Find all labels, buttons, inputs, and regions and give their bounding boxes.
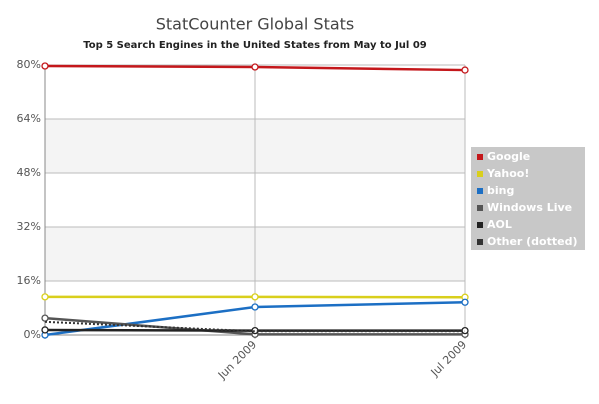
- legend-swatch: [477, 154, 483, 160]
- legend-swatch: [477, 222, 483, 228]
- legend-swatch: [477, 205, 483, 211]
- data-point: [252, 64, 258, 70]
- legend-label: Yahoo!: [486, 167, 529, 180]
- data-point: [252, 294, 258, 300]
- data-point: [42, 63, 48, 69]
- legend-label: Windows Live: [487, 201, 572, 214]
- data-point: [42, 315, 48, 321]
- y-tick-label: 64%: [17, 112, 41, 125]
- y-tick-label: 16%: [17, 274, 41, 287]
- y-tick-label: 32%: [17, 220, 41, 233]
- legend-swatch: [477, 171, 483, 177]
- legend-label: AOL: [487, 218, 512, 231]
- data-point: [42, 294, 48, 300]
- y-tick-label: 80%: [17, 58, 41, 71]
- x-tick-label: Jul 2009: [428, 338, 470, 380]
- chart-title: StatCounter Global Stats: [156, 15, 355, 34]
- legend-label: Google: [487, 150, 530, 163]
- x-tick-label: Jun 2009: [215, 338, 259, 382]
- legend-label: Other (dotted): [487, 235, 578, 248]
- legend-swatch: [477, 188, 483, 194]
- legend-swatch: [477, 239, 483, 245]
- y-tick-label: 48%: [17, 166, 41, 179]
- data-point: [42, 327, 48, 333]
- data-point: [462, 299, 468, 305]
- data-point: [252, 304, 258, 310]
- data-point: [462, 67, 468, 73]
- y-tick-label: 0%: [24, 328, 41, 341]
- legend-label: bing: [487, 184, 514, 197]
- chart-subtitle: Top 5 Search Engines in the United State…: [83, 40, 427, 51]
